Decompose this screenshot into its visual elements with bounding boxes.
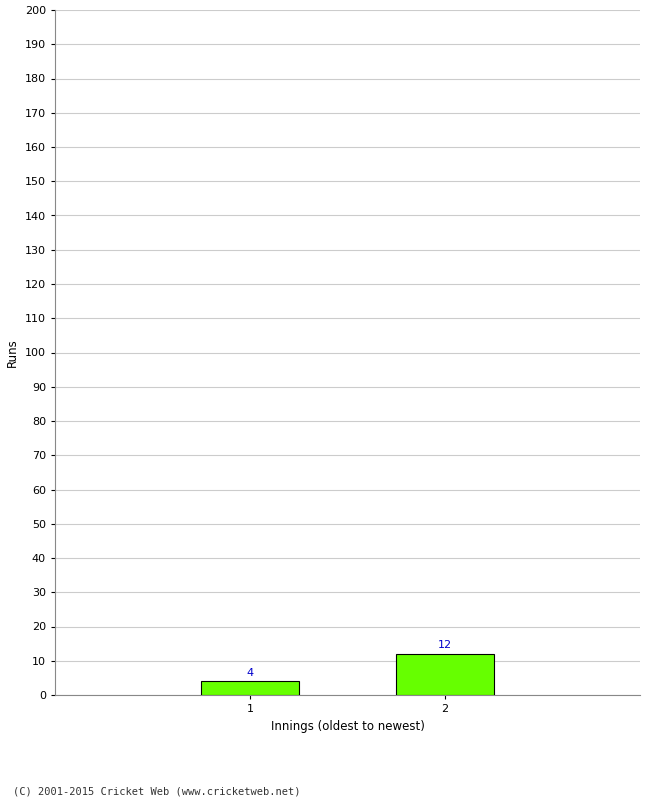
Bar <box>202 682 299 695</box>
Text: (C) 2001-2015 Cricket Web (www.cricketweb.net): (C) 2001-2015 Cricket Web (www.cricketwe… <box>13 786 300 796</box>
Text: 4: 4 <box>246 668 254 678</box>
Bar <box>396 654 494 695</box>
Text: 12: 12 <box>438 641 452 650</box>
X-axis label: Innings (oldest to newest): Innings (oldest to newest) <box>270 719 424 733</box>
Y-axis label: Runs: Runs <box>6 338 20 367</box>
